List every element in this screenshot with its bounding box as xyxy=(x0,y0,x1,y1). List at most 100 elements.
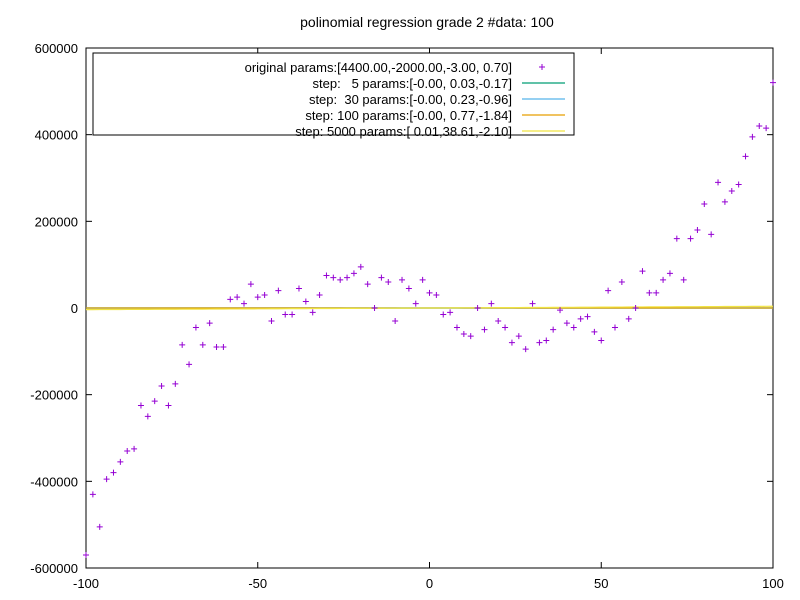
data-point xyxy=(117,458,124,465)
data-point xyxy=(220,344,227,350)
data-point xyxy=(124,448,131,454)
legend-label: step: 5000 params:[ 0.01,38.61,-2.10] xyxy=(295,124,512,139)
data-point xyxy=(172,380,179,387)
data-point xyxy=(241,300,248,307)
data-point xyxy=(536,339,543,346)
data-point xyxy=(350,270,357,277)
data-point xyxy=(412,300,419,307)
data-point xyxy=(646,289,653,296)
y-tick-label: 400000 xyxy=(35,128,78,143)
data-point xyxy=(199,341,206,348)
data-point xyxy=(378,274,385,281)
data-point xyxy=(165,402,172,409)
data-point xyxy=(742,153,749,160)
data-point xyxy=(605,287,612,294)
data-point xyxy=(584,313,591,320)
data-point xyxy=(337,276,344,283)
data-point xyxy=(268,318,275,324)
data-point xyxy=(660,276,667,283)
data-point xyxy=(144,413,151,420)
y-tick-label: 200000 xyxy=(35,214,78,229)
data-point xyxy=(399,276,406,283)
data-point xyxy=(419,276,426,283)
data-point xyxy=(687,235,694,242)
data-point xyxy=(213,344,220,350)
data-point xyxy=(371,305,378,311)
fitted-curves xyxy=(85,305,774,311)
y-tick-label: -600000 xyxy=(30,561,78,576)
y-tick-label: -400000 xyxy=(30,474,78,489)
data-point xyxy=(460,331,467,337)
data-point xyxy=(131,445,138,452)
data-point xyxy=(103,476,110,483)
data-point xyxy=(192,324,199,331)
legend-label: original params:[4400.00,-2000.00,-3.00,… xyxy=(245,60,512,75)
data-point xyxy=(666,270,673,277)
data-point xyxy=(570,324,577,331)
data-point xyxy=(282,311,289,318)
data-point xyxy=(447,309,454,316)
data-point xyxy=(563,320,570,327)
data-point xyxy=(357,263,364,270)
data-point xyxy=(515,333,522,340)
data-point xyxy=(770,79,776,86)
data-point xyxy=(261,292,268,298)
data-point xyxy=(749,133,756,140)
data-point xyxy=(295,285,302,292)
x-tick-label: -100 xyxy=(73,576,99,591)
data-point xyxy=(728,188,735,194)
data-point xyxy=(625,315,632,322)
data-point xyxy=(227,296,234,303)
data-point xyxy=(495,318,502,324)
data-point xyxy=(708,231,715,238)
data-point xyxy=(254,294,261,301)
data-point xyxy=(186,361,193,368)
data-point xyxy=(137,402,144,409)
data-point xyxy=(756,123,763,129)
data-point xyxy=(618,279,625,285)
data-point xyxy=(289,311,296,318)
data-point xyxy=(440,311,447,318)
data-point xyxy=(474,305,481,311)
data-point xyxy=(110,469,117,476)
y-tick-label: -200000 xyxy=(30,388,78,403)
data-point xyxy=(158,383,165,389)
legend-label: step: 5 params:[-0.00, 0.03,-0.17] xyxy=(313,76,512,91)
data-point xyxy=(467,333,474,340)
data-point xyxy=(680,276,687,283)
data-point xyxy=(302,298,309,305)
x-tick-label: 0 xyxy=(426,576,433,591)
legend-label: step: 30 params:[-0.00, 0.23,-0.96] xyxy=(309,92,512,107)
y-tick-label: 600000 xyxy=(35,41,78,56)
data-point xyxy=(735,181,742,188)
fit-curve-4 xyxy=(85,305,774,311)
data-point xyxy=(385,279,392,285)
data-point xyxy=(557,307,564,314)
data-point xyxy=(433,292,440,298)
data-point xyxy=(488,300,495,307)
data-point xyxy=(179,341,186,348)
data-point xyxy=(426,289,433,296)
data-point xyxy=(653,289,660,296)
data-point xyxy=(83,552,89,558)
chart-title: polinomial regression grade 2 #data: 100 xyxy=(300,14,554,30)
data-point xyxy=(405,285,412,292)
data-point xyxy=(639,268,646,275)
data-point xyxy=(577,315,584,322)
data-point xyxy=(323,272,330,279)
data-point xyxy=(529,300,536,307)
data-point xyxy=(721,198,728,205)
data-point xyxy=(763,125,770,132)
data-point xyxy=(701,201,708,207)
data-point xyxy=(309,309,316,316)
data-point xyxy=(96,523,103,530)
legend-point-marker xyxy=(539,64,545,70)
data-point xyxy=(715,179,722,186)
data-point xyxy=(694,227,701,233)
y-tick-label: 0 xyxy=(71,301,78,316)
legend-box xyxy=(92,52,575,136)
data-point xyxy=(611,324,618,331)
data-points xyxy=(83,79,776,558)
data-point xyxy=(392,318,399,324)
